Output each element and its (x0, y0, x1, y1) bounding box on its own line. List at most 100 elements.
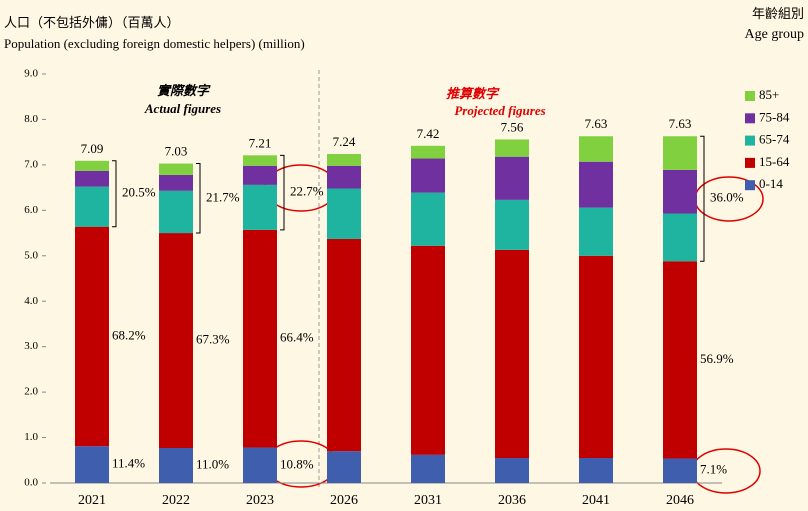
total-label: 7.56 (501, 119, 524, 134)
aged-share-label: 36.0% (710, 190, 744, 205)
bar-segment (411, 454, 445, 483)
bar-segment (243, 155, 277, 166)
bar-segment (159, 233, 193, 449)
legend-swatch (745, 91, 755, 101)
y-tick-label: 4.0 (24, 295, 38, 307)
x-tick-label: 2021 (78, 493, 106, 508)
chart-title: 人口（不包括外傭）（百萬人） (4, 15, 180, 30)
bar-segment (663, 261, 697, 459)
bar-segment (411, 145, 445, 159)
bar-segment (579, 207, 613, 256)
bar-segment (327, 188, 361, 239)
actual-label: 實際數字 (157, 83, 211, 98)
total-label: 7.09 (81, 141, 104, 156)
share-label: 11.0% (196, 456, 229, 471)
actual-label-en: Actual figures (144, 101, 221, 116)
total-label: 7.24 (333, 134, 356, 149)
bar-segment (159, 448, 193, 483)
y-tick-label: 1.0 (24, 431, 38, 443)
bar-segment (327, 238, 361, 452)
bar-segment (579, 255, 613, 459)
legend-label: 15-64 (759, 154, 790, 169)
y-tick-label: 6.0 (24, 204, 38, 216)
total-label: 7.21 (249, 135, 272, 150)
share-label: 10.8% (280, 456, 314, 471)
aged-share-label: 21.7% (206, 189, 240, 204)
y-tick-label: 5.0 (24, 249, 38, 261)
bar-segment (663, 458, 697, 483)
bar-segment (663, 213, 697, 262)
legend-label: 75-84 (759, 109, 790, 124)
bracket (196, 163, 201, 234)
bracket (112, 160, 117, 228)
bar-segment (159, 163, 193, 175)
legend-subtitle: Age group (745, 27, 805, 42)
bar-segment (243, 229, 277, 448)
bar-segment (327, 451, 361, 483)
legend-swatch (745, 157, 755, 168)
aged-share-label: 22.7% (290, 184, 324, 199)
bar-segment (243, 165, 277, 185)
bar-segment (411, 158, 445, 193)
y-tick-label: 3.0 (24, 340, 38, 352)
bar-segment (411, 192, 445, 246)
y-tick-label: 0.0 (24, 477, 38, 489)
y-tick-label: 9.0 (24, 68, 38, 80)
x-tick-label: 2023 (246, 493, 274, 508)
legend-label: 85+ (759, 87, 779, 102)
total-label: 7.63 (669, 116, 692, 131)
bar-segment (663, 136, 697, 170)
bar-segment (243, 184, 277, 230)
share-label: 56.9% (700, 351, 734, 366)
bar-segment (495, 139, 529, 157)
x-tick-label: 2026 (330, 493, 358, 508)
legend-swatch (745, 113, 755, 124)
share-label: 7.1% (700, 462, 727, 477)
projected-label-en: Projected figures (454, 103, 545, 118)
bar-segment (495, 458, 529, 483)
legend-label: 65-74 (759, 132, 790, 147)
legend-title: 年齡組別 (752, 6, 804, 21)
total-label: 7.42 (417, 126, 440, 141)
legend-label: 0-14 (759, 176, 783, 191)
bar-segment (243, 447, 277, 483)
bar-segment (75, 226, 109, 447)
y-tick-label: 2.0 (24, 386, 38, 398)
projected-label: 推算數字 (446, 86, 500, 101)
total-label: 7.63 (585, 116, 608, 131)
bar-segment (495, 199, 529, 250)
bar-segment (75, 186, 109, 227)
legend-swatch (745, 180, 755, 191)
bar-segment (579, 136, 613, 162)
aged-share-label: 20.5% (122, 185, 156, 200)
x-tick-label: 2041 (582, 493, 610, 508)
total-label: 7.03 (165, 144, 188, 159)
bar-segment (495, 156, 529, 200)
bracket (700, 135, 705, 262)
x-tick-label: 2031 (414, 493, 442, 508)
bar-segment (411, 245, 445, 455)
bar-segment (75, 170, 109, 187)
x-tick-label: 2036 (498, 493, 526, 508)
y-tick-label: 7.0 (24, 158, 38, 170)
chart-subtitle: Population (excluding foreign domestic h… (4, 36, 305, 51)
share-label: 67.3% (196, 332, 230, 347)
legend-swatch (745, 135, 755, 146)
share-label: 68.2% (112, 327, 146, 342)
share-label: 11.4% (112, 456, 145, 471)
share-label: 66.4% (280, 330, 314, 345)
bar-segment (663, 169, 697, 214)
bar-segment (75, 446, 109, 483)
bracket (280, 154, 285, 231)
bar-segment (159, 174, 193, 191)
x-tick-label: 2046 (666, 493, 694, 508)
bar-segment (159, 190, 193, 234)
bar-segment (327, 153, 361, 166)
bar-segment (327, 165, 361, 189)
bar-segment (579, 458, 613, 483)
x-tick-label: 2022 (162, 493, 190, 508)
y-tick-label: 8.0 (24, 113, 38, 125)
bar-segment (495, 249, 529, 459)
bar-segment (579, 161, 613, 208)
